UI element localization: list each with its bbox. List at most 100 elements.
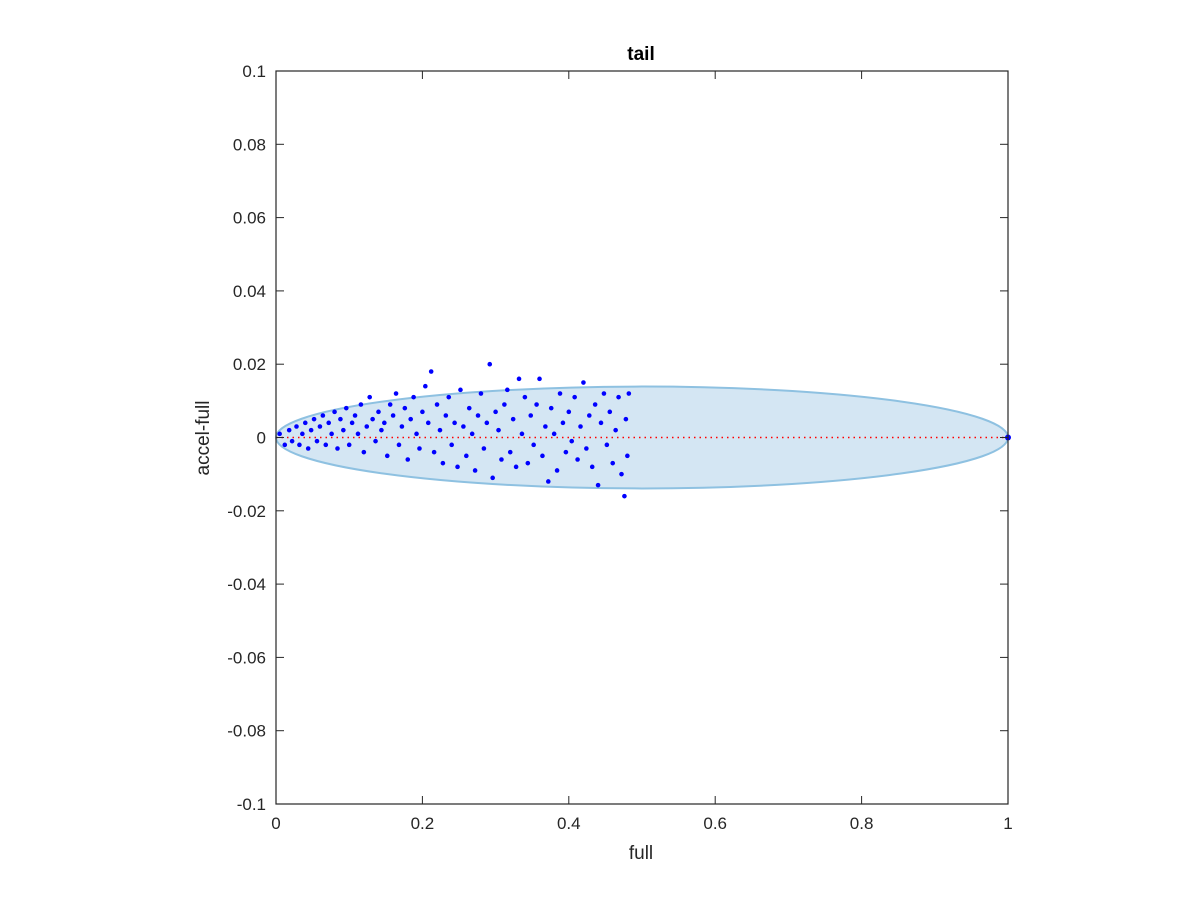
data-point xyxy=(466,405,472,411)
data-point xyxy=(563,449,569,455)
data-point xyxy=(493,409,498,415)
data-point xyxy=(417,446,422,451)
data-point xyxy=(578,424,583,429)
data-point xyxy=(326,420,332,426)
data-point xyxy=(525,460,531,466)
x-tick-label: 0 xyxy=(271,814,280,833)
data-point xyxy=(589,464,595,470)
data-point xyxy=(546,479,551,484)
data-point xyxy=(390,413,396,418)
chart-title: tail xyxy=(627,44,654,65)
data-point xyxy=(548,405,554,411)
data-point xyxy=(302,420,308,426)
data-point xyxy=(613,427,618,433)
data-point xyxy=(505,387,510,393)
data-point xyxy=(516,376,522,382)
y-tick-label: 0 xyxy=(257,429,266,448)
data-point xyxy=(440,460,446,466)
data-point xyxy=(531,442,536,448)
data-point xyxy=(387,402,393,407)
data-point xyxy=(490,475,495,481)
data-point xyxy=(496,427,501,433)
data-point xyxy=(338,416,343,422)
data-point xyxy=(414,431,419,437)
data-point xyxy=(592,402,598,407)
data-point xyxy=(399,424,405,429)
data-point xyxy=(484,420,490,426)
data-point xyxy=(458,387,463,393)
data-point xyxy=(472,468,478,473)
x-tick-label: 0.4 xyxy=(557,814,581,833)
data-point xyxy=(519,431,525,437)
y-tick-label: -0.08 xyxy=(227,722,266,741)
data-point xyxy=(522,394,528,400)
data-point xyxy=(341,427,346,433)
data-point xyxy=(396,442,402,448)
data-point xyxy=(297,442,302,448)
data-point xyxy=(464,453,469,459)
data-point xyxy=(499,457,504,462)
data-point xyxy=(469,431,475,437)
data-point xyxy=(349,420,355,426)
data-point xyxy=(364,424,370,429)
x-tick-label: 0.2 xyxy=(411,814,435,833)
data-point xyxy=(502,402,507,407)
data-point xyxy=(604,442,610,448)
data-point xyxy=(581,380,586,385)
data-point xyxy=(376,409,381,415)
data-point xyxy=(560,420,566,426)
data-point xyxy=(320,413,326,418)
data-point xyxy=(437,427,443,433)
data-point xyxy=(481,446,487,451)
data-point xyxy=(382,420,387,426)
data-point xyxy=(323,442,329,448)
x-tick-label: 1 xyxy=(1003,814,1012,833)
data-point xyxy=(449,442,454,448)
y-tick-label: -0.04 xyxy=(227,575,266,594)
data-point xyxy=(408,416,413,422)
data-point xyxy=(566,409,572,415)
data-point xyxy=(510,416,516,422)
data-point xyxy=(455,464,460,470)
data-point xyxy=(569,438,575,444)
data-point xyxy=(475,413,481,418)
data-point xyxy=(595,482,601,488)
data-point xyxy=(402,405,408,411)
x-axis-label: full xyxy=(629,843,653,864)
data-point xyxy=(513,464,519,470)
data-point xyxy=(487,361,493,367)
data-point xyxy=(343,405,349,411)
data-point xyxy=(607,409,613,415)
data-point xyxy=(528,413,534,418)
data-point xyxy=(507,449,513,455)
y-tick-label: 0.04 xyxy=(233,282,266,301)
data-point xyxy=(384,453,390,459)
y-tick-label: -0.02 xyxy=(227,502,266,521)
data-point xyxy=(355,431,361,437)
data-point xyxy=(282,442,288,448)
data-point xyxy=(619,471,624,477)
data-point xyxy=(420,409,425,415)
data-point xyxy=(557,391,563,396)
y-tick-label: 0.06 xyxy=(233,209,266,228)
data-point xyxy=(277,431,282,437)
data-point xyxy=(379,427,384,433)
y-axis-label: accel-full xyxy=(193,401,214,476)
x-tick-label: 0.6 xyxy=(703,814,727,833)
x-axis-ticks: 0 0.2 0.4 0.6 0.8 1 xyxy=(271,71,1013,833)
data-point xyxy=(335,446,340,451)
data-point xyxy=(537,376,542,382)
data-point xyxy=(446,394,452,400)
data-point xyxy=(314,438,320,444)
data-point xyxy=(425,420,431,426)
data-point xyxy=(543,424,548,429)
x-tick-label: 0.8 xyxy=(850,814,874,833)
data-point xyxy=(551,431,557,437)
data-point xyxy=(358,402,364,407)
data-point xyxy=(540,453,545,459)
data-point xyxy=(534,402,539,407)
data-point xyxy=(461,424,466,429)
data-point xyxy=(625,453,630,459)
data-point xyxy=(289,438,295,444)
